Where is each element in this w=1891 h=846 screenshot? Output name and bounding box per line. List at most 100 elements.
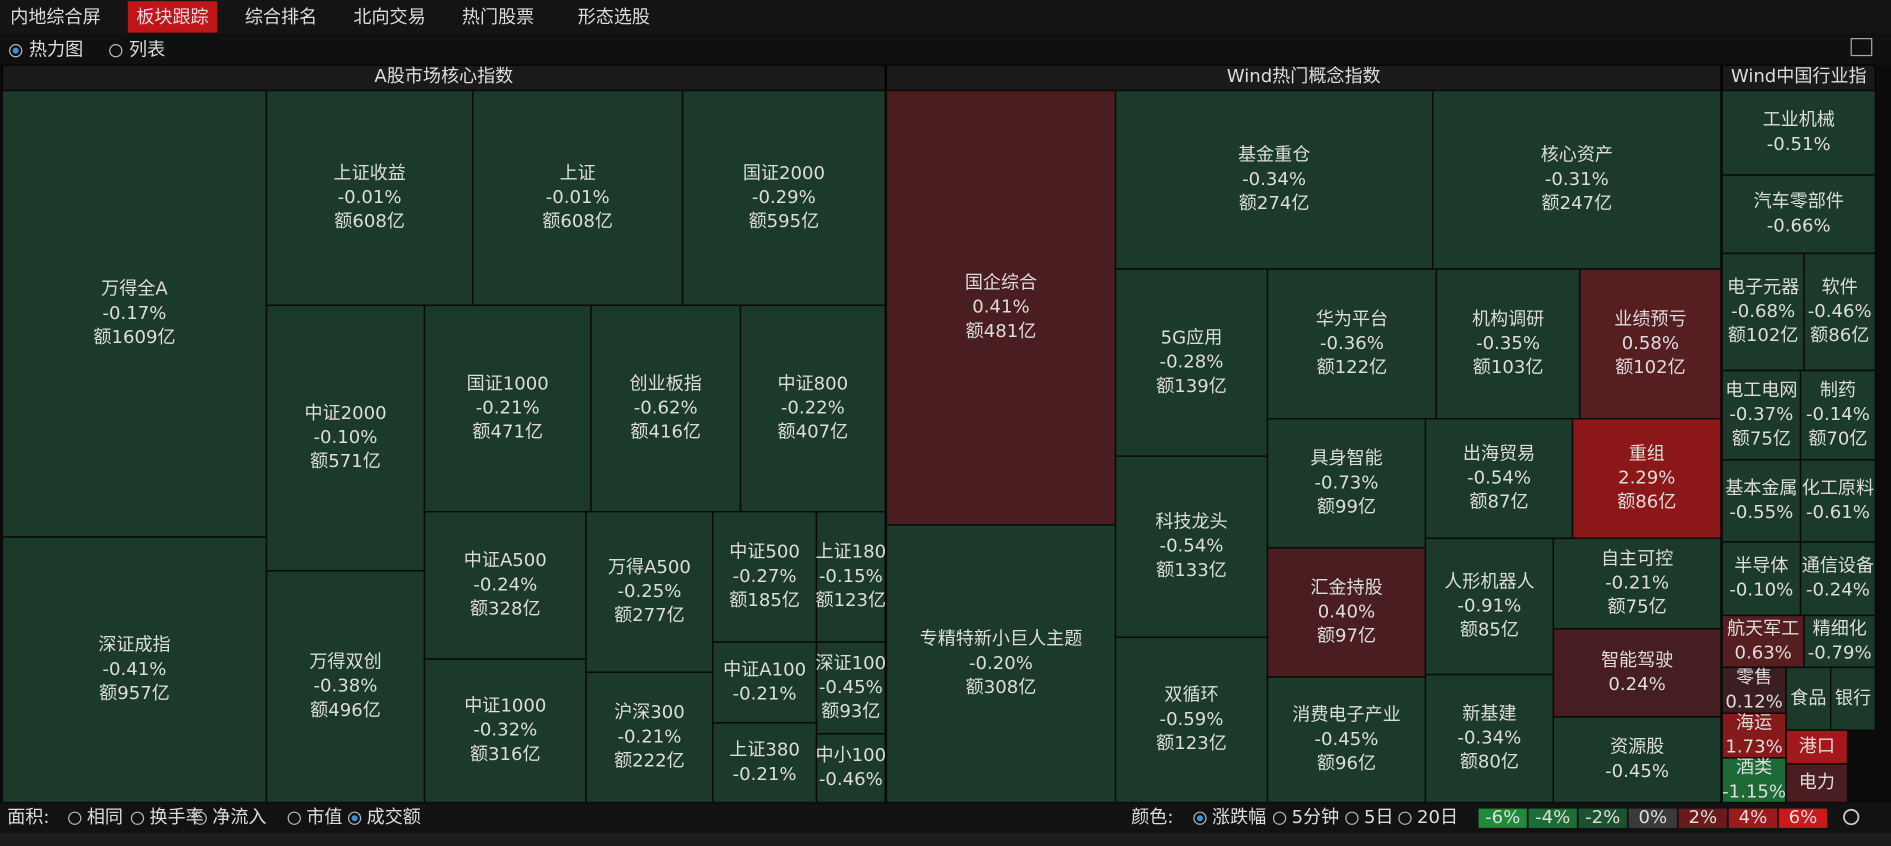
color-option[interactable]: 20日 bbox=[1417, 807, 1458, 828]
tile[interactable] bbox=[712, 510, 818, 643]
tile[interactable] bbox=[681, 89, 886, 307]
tile-change: -0.46% bbox=[1808, 301, 1872, 322]
tile[interactable] bbox=[712, 641, 818, 724]
tab[interactable]: 综合排名 bbox=[245, 7, 317, 28]
radio[interactable] bbox=[9, 44, 23, 58]
tile[interactable] bbox=[1721, 369, 1802, 461]
tab[interactable]: 热门股票 bbox=[462, 7, 534, 28]
tile[interactable] bbox=[1721, 666, 1787, 714]
tile-name: 半导体 bbox=[1734, 556, 1788, 577]
radio[interactable] bbox=[287, 811, 301, 825]
radio[interactable] bbox=[68, 811, 82, 825]
radio[interactable] bbox=[1345, 811, 1359, 825]
settings-icon[interactable] bbox=[1843, 808, 1860, 826]
tile-name: 通信设备 bbox=[1802, 556, 1874, 577]
tab[interactable]: 内地综合屏 bbox=[10, 7, 100, 28]
tile[interactable] bbox=[1785, 729, 1849, 765]
tile[interactable] bbox=[1799, 369, 1877, 461]
tile[interactable] bbox=[590, 304, 742, 513]
color-option[interactable]: 5分钟 bbox=[1292, 807, 1340, 828]
area-option[interactable]: 相同 bbox=[87, 807, 123, 828]
tile[interactable] bbox=[1721, 712, 1787, 759]
tile[interactable] bbox=[885, 524, 1117, 804]
section-header bbox=[1721, 64, 1876, 92]
tile[interactable] bbox=[1799, 459, 1877, 543]
tile[interactable] bbox=[1721, 614, 1805, 669]
area-option[interactable]: 净流入 bbox=[212, 807, 266, 828]
radio[interactable] bbox=[1272, 811, 1287, 825]
tab[interactable]: 板块跟踪 bbox=[136, 7, 208, 28]
tile[interactable] bbox=[815, 641, 886, 735]
tile-name: 机构调研 bbox=[1472, 309, 1544, 330]
tile-change: -1.15% bbox=[1722, 781, 1786, 802]
area-option[interactable]: 换手率 bbox=[150, 807, 204, 828]
tile[interactable] bbox=[423, 658, 587, 804]
tile[interactable] bbox=[1266, 547, 1427, 678]
tile[interactable] bbox=[1721, 174, 1877, 255]
tile[interactable] bbox=[1785, 763, 1849, 804]
radio[interactable] bbox=[347, 811, 362, 825]
tile[interactable] bbox=[1424, 418, 1574, 539]
tab[interactable]: 北向交易 bbox=[353, 7, 425, 28]
tile[interactable] bbox=[1114, 89, 1434, 270]
tile[interactable] bbox=[1785, 666, 1832, 731]
tile[interactable] bbox=[1829, 666, 1877, 731]
tile-change: -0.73% bbox=[1315, 472, 1379, 493]
tile[interactable] bbox=[1721, 89, 1877, 176]
tile[interactable] bbox=[1571, 418, 1722, 539]
area-option[interactable]: 成交额 bbox=[367, 807, 421, 828]
tile[interactable] bbox=[1424, 537, 1555, 676]
tile-change: -0.14% bbox=[1806, 404, 1870, 425]
radio-dot bbox=[1196, 815, 1203, 822]
tab[interactable]: 形态选股 bbox=[578, 7, 650, 28]
tile[interactable] bbox=[815, 733, 886, 804]
tile[interactable] bbox=[265, 89, 474, 307]
color-option[interactable]: 5日 bbox=[1364, 807, 1394, 828]
radio[interactable] bbox=[109, 44, 123, 58]
area-option[interactable]: 市值 bbox=[306, 807, 342, 828]
tile[interactable] bbox=[1552, 537, 1722, 630]
wp-icon[interactable] bbox=[1850, 38, 1873, 57]
tile[interactable] bbox=[1721, 541, 1802, 617]
tile[interactable] bbox=[1266, 676, 1427, 804]
tile-name: 中证500 bbox=[729, 542, 800, 563]
tile[interactable] bbox=[885, 89, 1117, 526]
tile[interactable] bbox=[1721, 757, 1787, 804]
tile[interactable] bbox=[423, 304, 592, 513]
tile[interactable] bbox=[585, 510, 714, 673]
tile[interactable] bbox=[1, 89, 268, 538]
tile[interactable] bbox=[1114, 636, 1269, 804]
radio[interactable] bbox=[130, 811, 145, 825]
tile[interactable] bbox=[1552, 628, 1722, 718]
tile[interactable] bbox=[585, 671, 714, 804]
view-option[interactable]: 热力图 bbox=[29, 40, 83, 61]
tile[interactable] bbox=[1431, 89, 1722, 270]
tile[interactable] bbox=[1799, 541, 1877, 617]
tile[interactable] bbox=[1552, 716, 1722, 804]
tile[interactable] bbox=[1, 536, 268, 804]
tile[interactable] bbox=[712, 722, 818, 804]
legend-label: 6% bbox=[1789, 807, 1818, 828]
radio[interactable] bbox=[193, 811, 207, 825]
tile[interactable] bbox=[1266, 418, 1427, 549]
tile[interactable] bbox=[423, 510, 587, 660]
tile[interactable] bbox=[1803, 614, 1877, 669]
tile[interactable] bbox=[265, 570, 426, 804]
tile-name: 业绩预亏 bbox=[1614, 309, 1686, 330]
tile-name: 制药 bbox=[1820, 380, 1856, 401]
tile[interactable] bbox=[815, 510, 886, 643]
tile-name: 人形机器人 bbox=[1444, 571, 1534, 592]
tile[interactable] bbox=[739, 304, 886, 513]
tile-name: 中小100 bbox=[816, 745, 887, 766]
tile-name: 中证2000 bbox=[304, 403, 386, 424]
tile[interactable] bbox=[1803, 252, 1877, 372]
radio[interactable] bbox=[1398, 811, 1412, 825]
color-option[interactable]: 涨跌幅 bbox=[1212, 807, 1266, 828]
view-option[interactable]: 列表 bbox=[129, 40, 165, 61]
tile[interactable] bbox=[1424, 673, 1555, 804]
tile-amount: 额86亿 bbox=[1617, 492, 1676, 513]
tile[interactable] bbox=[1721, 459, 1802, 543]
radio[interactable] bbox=[1193, 811, 1207, 825]
tile-name: 新基建 bbox=[1462, 703, 1516, 724]
tile[interactable] bbox=[1114, 268, 1269, 457]
